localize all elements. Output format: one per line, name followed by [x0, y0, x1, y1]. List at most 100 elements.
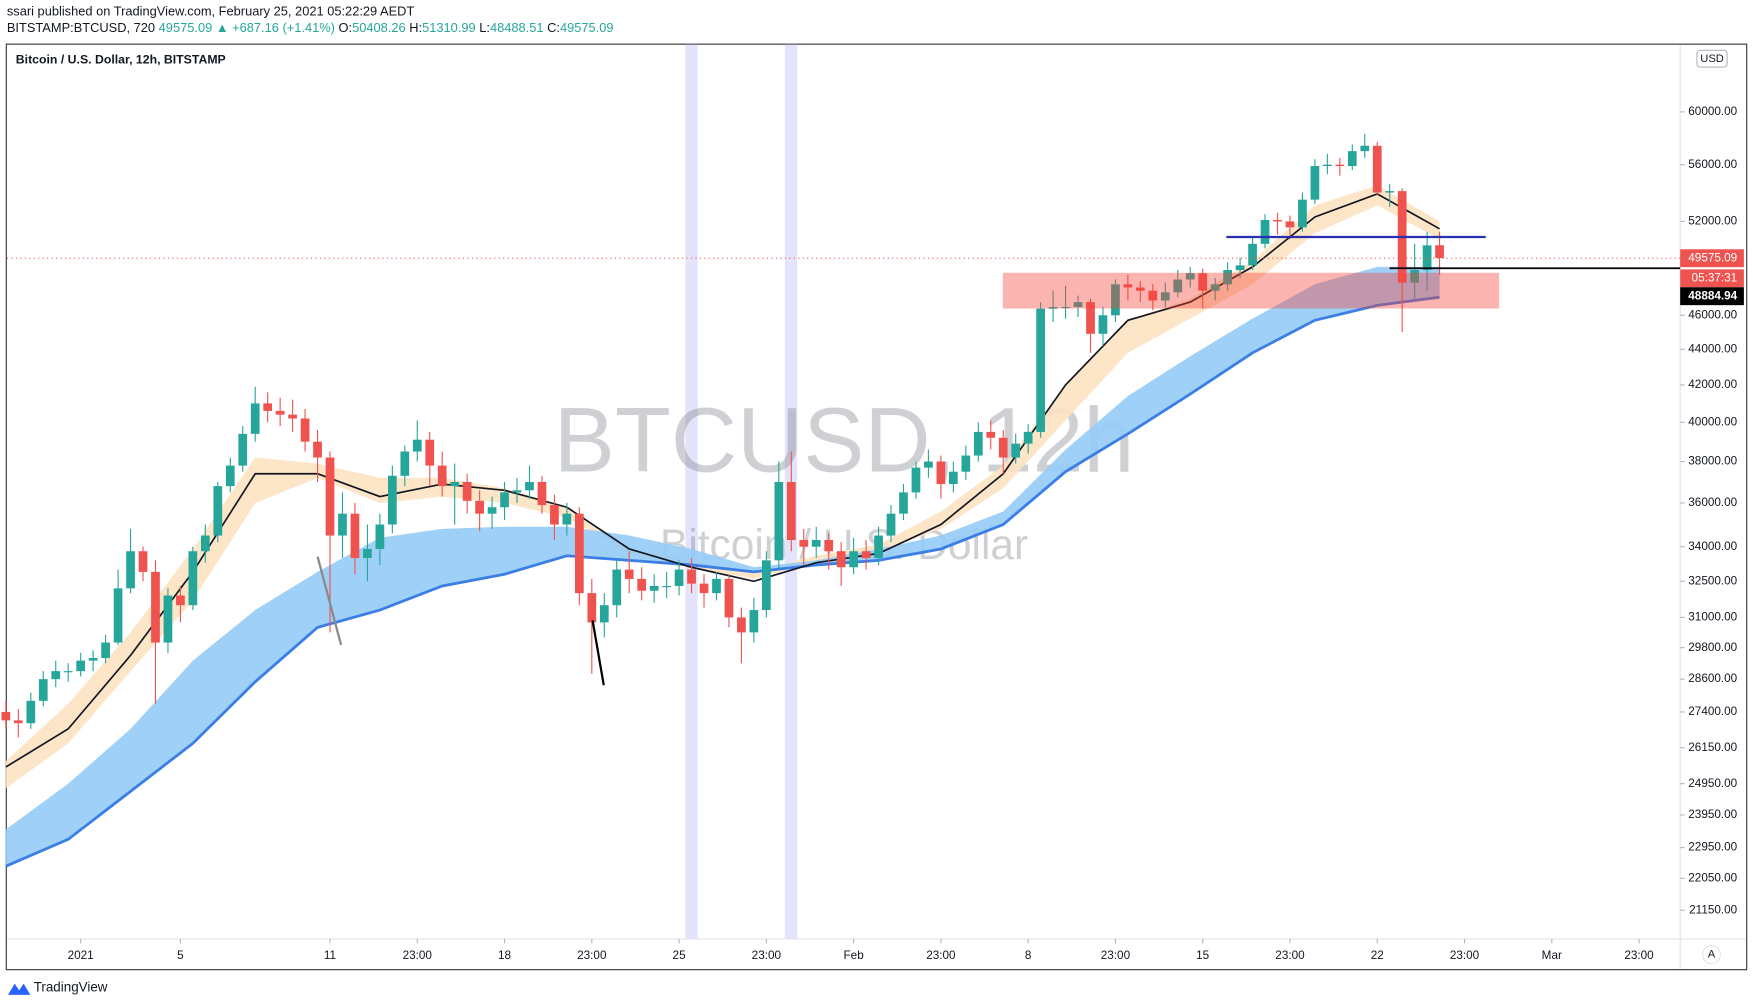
candle-body [1323, 164, 1332, 167]
candle-body [724, 578, 734, 618]
x-tick-label: 5 [177, 949, 184, 962]
candle-body [599, 605, 609, 623]
scale-mode-button[interactable] [1701, 945, 1721, 965]
candle-body [363, 548, 372, 559]
candle-body [1385, 191, 1395, 193]
candle-body [1173, 279, 1183, 293]
candle-body [587, 593, 597, 623]
x-tick-label: 23:00 [1101, 949, 1131, 962]
band-area [5, 266, 1440, 867]
footer-brand: TradingView [34, 980, 108, 995]
y-tick-label: 22950.00 [1688, 841, 1737, 854]
candle-body [338, 513, 347, 536]
candle-body [1036, 308, 1045, 432]
y-tick-label: 23950.00 [1688, 808, 1737, 821]
candle-body [1111, 284, 1120, 316]
l-label: L: [479, 20, 490, 35]
candle-body [387, 475, 397, 525]
candle-body [1160, 292, 1170, 301]
candle-body [38, 679, 48, 701]
publish-info: ssari published on TradingView.com, Febr… [7, 4, 415, 19]
x-tick-label: 11 [324, 949, 336, 962]
candle-body [674, 569, 684, 586]
candle-body [13, 720, 23, 724]
candle-body [1260, 219, 1270, 244]
x-tick-label: 23:00 [403, 949, 433, 962]
zone [1002, 272, 1500, 309]
y-tick-label: 29800.00 [1688, 641, 1737, 654]
candle-body [288, 414, 297, 419]
candle-body [537, 481, 547, 506]
currency-box[interactable] [1696, 49, 1728, 68]
candle-body [899, 492, 908, 514]
chart-frame [5, 43, 1748, 971]
candle-body [425, 439, 435, 466]
countdown-box [1680, 269, 1744, 288]
candle-body [188, 551, 198, 606]
candle-body [562, 513, 572, 525]
candle-body [712, 578, 721, 594]
candle-body [1098, 315, 1108, 334]
candle-body [911, 467, 921, 493]
candle-body [1298, 199, 1307, 228]
candle-body [63, 671, 73, 673]
candle-body [824, 539, 834, 552]
candle-body [948, 471, 958, 485]
candle-body [849, 551, 858, 568]
o-value: 50408.26 [352, 20, 406, 35]
candle-body [637, 578, 647, 591]
y-tick-label: 27400.00 [1688, 705, 1737, 718]
candle-body [238, 433, 248, 466]
candle-body [737, 617, 746, 633]
x-tick-label: 25 [673, 949, 687, 962]
last-price-box [1680, 249, 1744, 268]
candle-body [936, 461, 946, 485]
candle-body [263, 403, 273, 411]
x-tick-label: 8 [1025, 949, 1032, 962]
x-tick-label: 23:00 [926, 949, 956, 962]
candle-body [624, 569, 634, 579]
l-value: 48488.51 [490, 20, 544, 35]
candle-body [1123, 284, 1133, 288]
y-tick-label: 60000.00 [1688, 105, 1737, 118]
candle-body [550, 505, 559, 525]
candle-body [1073, 302, 1083, 308]
y-tick-label: 31000.00 [1688, 611, 1737, 624]
candle-body [998, 437, 1008, 458]
c-value: 49575.09 [560, 20, 614, 35]
candle-body [138, 551, 148, 572]
candle-body [1223, 270, 1232, 285]
y-tick-label: 26150.00 [1688, 741, 1737, 754]
candle-body [1422, 245, 1432, 271]
h-label: H: [409, 20, 422, 35]
candle-body [799, 539, 809, 547]
y-tick-label: 46000.00 [1688, 308, 1737, 321]
candle-body [1011, 443, 1021, 458]
candle-body [649, 585, 659, 591]
scale-mode[interactable]: A [1708, 949, 1716, 961]
candle-body [26, 700, 36, 724]
candle-body [512, 490, 522, 493]
x-tick-label: 23:00 [752, 949, 782, 962]
candle-body [200, 535, 210, 552]
candle-body [487, 507, 497, 514]
symbol-info: BITSTAMP:BTCUSD, 720 49575.09 ▲ +687.16 … [7, 20, 614, 35]
candle-body [1285, 221, 1295, 228]
candle-body [300, 418, 310, 442]
candle-body [1185, 273, 1195, 280]
candle-body [1, 711, 11, 721]
currency[interactable]: USD [1700, 53, 1724, 65]
candle-body [1148, 290, 1158, 301]
candle-body [986, 431, 996, 438]
candle-body [500, 492, 509, 508]
y-tick-label: 22050.00 [1688, 871, 1737, 884]
candle-body [973, 431, 983, 456]
candle-body [1136, 287, 1145, 291]
candle-body [574, 513, 584, 594]
candle-body [836, 551, 846, 568]
candle-body [774, 481, 784, 561]
candle-body [861, 551, 871, 559]
x-tick-label: 23:00 [577, 949, 607, 962]
candle-body [612, 569, 622, 606]
